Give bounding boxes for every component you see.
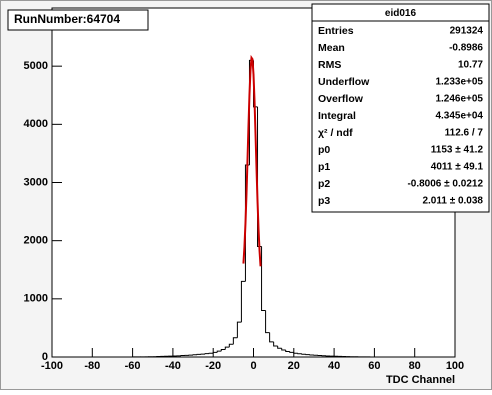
stats-label: p3	[318, 195, 330, 207]
stats-value: 10.77	[458, 60, 483, 71]
y-tick-label: 1000	[24, 293, 48, 305]
x-tick-label: 100	[446, 360, 464, 372]
x-tick-label: -80	[84, 360, 100, 372]
stats-value: 1.246e+05	[435, 94, 483, 105]
stats-label: Entries	[318, 25, 354, 37]
x-tick-label: -60	[125, 360, 141, 372]
histogram-bin	[298, 353, 302, 354]
y-tick-label: 4000	[24, 118, 48, 130]
x-tick-label: 80	[409, 360, 421, 372]
stats-value: -0.8986	[449, 43, 483, 54]
stats-label: Underflow	[318, 76, 370, 88]
chart-title: RunNumber:64704	[14, 12, 120, 26]
stats-value: 4011 ± 49.1	[431, 162, 484, 173]
stats-value: 1.233e+05	[435, 77, 483, 88]
stats-value: -0.8006 ± 0.0212	[407, 179, 483, 190]
stats-label: p1	[318, 161, 330, 173]
x-tick-label: -40	[165, 360, 181, 372]
stats-value: 112.6 / 7	[445, 128, 484, 139]
stats-label: RMS	[318, 59, 341, 71]
stats-label: Overflow	[318, 93, 364, 105]
stats-label: p0	[318, 144, 330, 156]
stats-label: χ² / ndf	[318, 127, 353, 139]
x-tick-label: 40	[328, 360, 340, 372]
y-tick-label: 3000	[24, 176, 48, 188]
stats-value: 291324	[450, 26, 484, 37]
stats-value: 1153 ± 41.2	[431, 145, 484, 156]
stats-label: p2	[318, 178, 330, 190]
x-tick-label: 60	[368, 360, 380, 372]
stats-value: 4.345e+04	[435, 111, 483, 122]
y-tick-label: 0	[42, 351, 48, 363]
stats-label: Integral	[318, 110, 356, 122]
x-tick-label: 20	[288, 360, 300, 372]
y-tick-label: 2000	[24, 235, 48, 247]
x-tick-label: 0	[250, 360, 256, 372]
x-tick-label: -20	[205, 360, 221, 372]
x-axis-label: TDC Channel	[386, 374, 455, 386]
stats-value: 2.011 ± 0.038	[422, 196, 483, 207]
y-tick-label: 5000	[24, 60, 48, 72]
stats-title: eid016	[385, 8, 417, 19]
stats-label: Mean	[318, 42, 345, 54]
